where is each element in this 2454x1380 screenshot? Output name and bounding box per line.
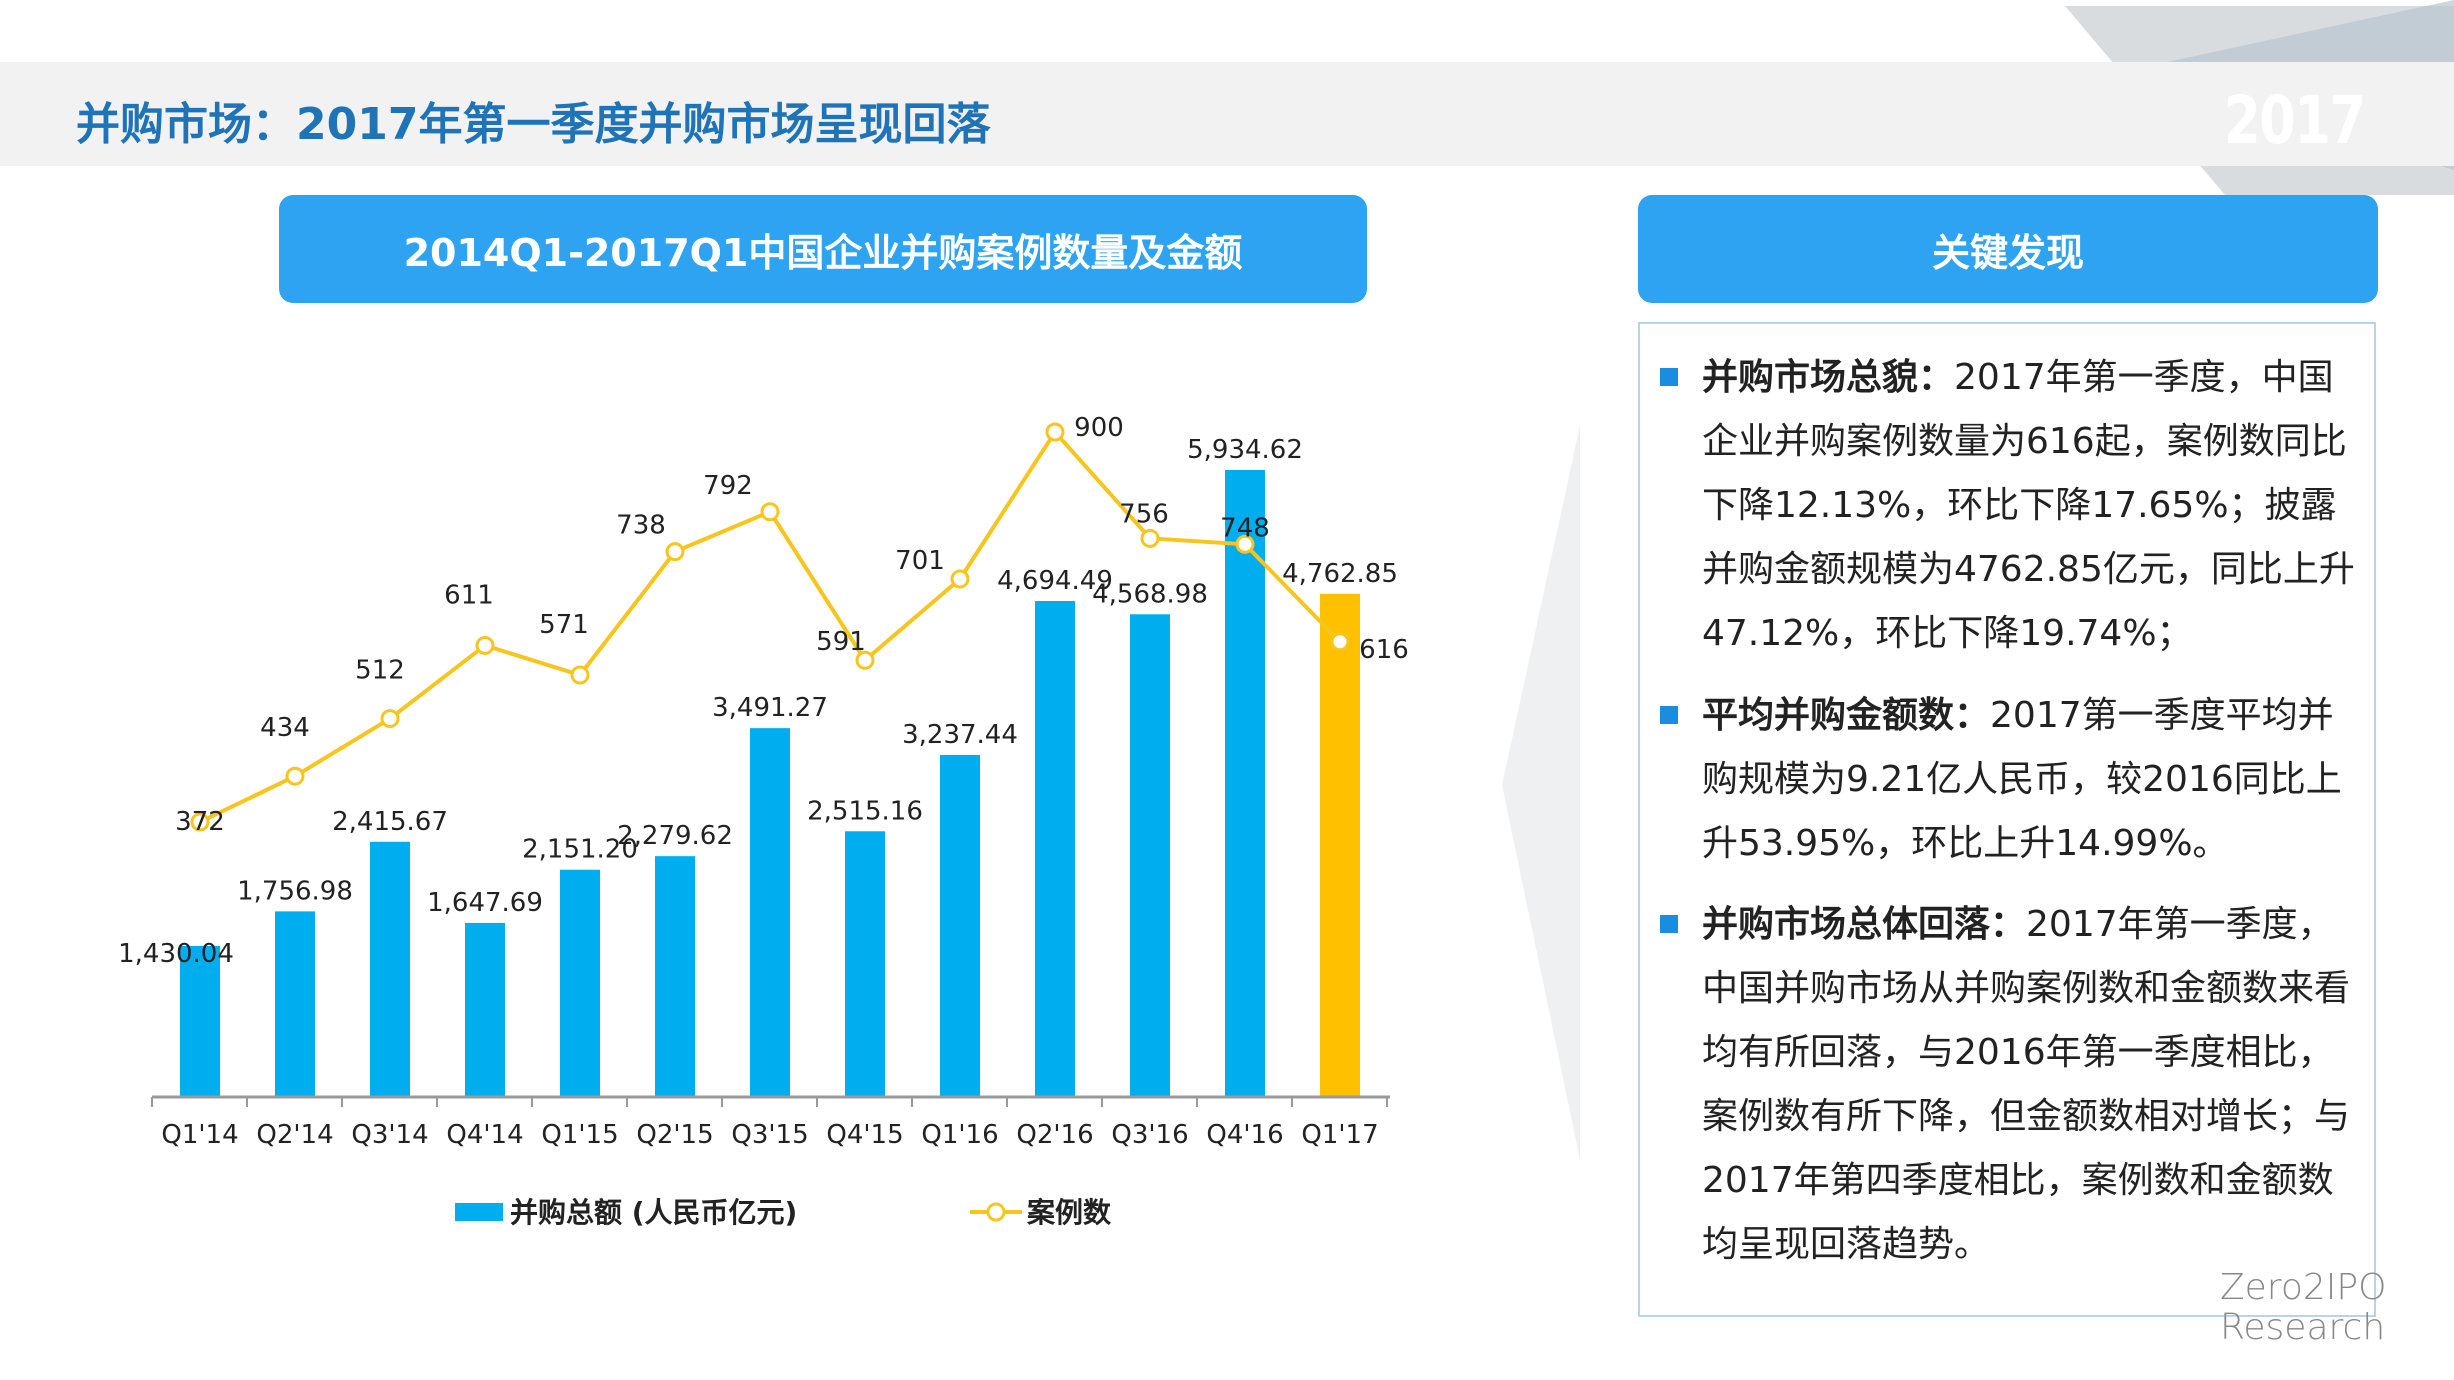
bar — [370, 841, 410, 1097]
line-data-label: 512 — [355, 656, 405, 686]
findings-header: 关键发现 — [1638, 195, 2378, 303]
title-band — [0, 62, 2454, 166]
findings-pointer — [1502, 425, 1580, 1160]
bar-data-label: 2,515.16 — [807, 796, 923, 826]
line-data-label: 701 — [895, 546, 945, 576]
line-point — [1235, 534, 1255, 554]
line-data-label: 591 — [816, 627, 866, 657]
legend-bar-label: 并购总额 (人民币亿元) — [510, 1196, 797, 1229]
line-data-label: 900 — [1074, 413, 1124, 443]
line-data-label: 792 — [703, 471, 753, 501]
bar-data-label: 4,694.49 — [997, 566, 1113, 596]
year-badge: 2017 — [2224, 82, 2366, 159]
bar-data-label: 3,491.27 — [712, 693, 828, 723]
line-data-label: 571 — [539, 610, 589, 640]
chart-header: 2014Q1-2017Q1中国企业并购案例数量及金额 — [279, 195, 1367, 303]
x-tick-label: Q3'14 — [351, 1120, 428, 1150]
bar-data-label: 2,151.20 — [522, 835, 638, 865]
bar-data-label: 2,279.62 — [617, 821, 733, 851]
x-tick-label: Q4'15 — [826, 1120, 903, 1150]
bar — [940, 754, 980, 1097]
bullet-icon — [1660, 915, 1678, 933]
legend-bar-swatch — [455, 1203, 503, 1221]
finding-body: 2017年第一季度，中国企业并购案例数量为616起，案例数同比下降12.13%，… — [1702, 357, 2355, 654]
x-tick-label: Q2'14 — [256, 1120, 333, 1150]
line-data-label: 756 — [1119, 499, 1169, 529]
bar — [275, 911, 315, 1097]
combo-chart: Q1'14 Q2'14 Q3'14 Q4'14 Q1'15 Q2'15 Q3'15 Q4'15… — [118, 413, 1409, 1229]
zero2ipo-logo: Zero2IPO Research — [2220, 1268, 2386, 1348]
line-data-label: 434 — [260, 713, 310, 743]
x-tick-label: Q4'14 — [446, 1120, 523, 1150]
line-data-label: 738 — [616, 511, 666, 541]
line-point — [665, 542, 685, 562]
x-tick-label: Q3'16 — [1111, 1120, 1188, 1150]
line-point — [760, 502, 780, 522]
bar — [1130, 614, 1170, 1097]
line-point — [285, 766, 305, 786]
bar — [655, 856, 695, 1097]
bar-data-label: 5,934.62 — [1187, 435, 1303, 465]
bar-data-label: 2,415.67 — [332, 807, 448, 837]
x-tick-label: Q1'16 — [921, 1120, 998, 1150]
bar — [1035, 601, 1075, 1097]
finding-heading: 并购市场总貌： — [1702, 357, 1955, 398]
bar-data-label: 1,756.98 — [237, 876, 353, 906]
bar — [1320, 593, 1360, 1097]
line-point — [855, 650, 875, 670]
x-tick-label: Q2'16 — [1016, 1120, 1093, 1150]
bar-data-label: 1,430.04 — [118, 939, 234, 969]
line-data-label: 372 — [175, 807, 225, 837]
x-tick-label: Q1'17 — [1301, 1120, 1378, 1150]
bar-data-label: 1,647.69 — [427, 888, 543, 918]
line-data-label: 748 — [1220, 513, 1270, 543]
finding-body: 2017年第一季度，中国并购市场从并购案例数和金额数来看均有所回落，与2016年… — [1702, 904, 2351, 1265]
x-tick-label: Q4'16 — [1206, 1120, 1283, 1150]
line-point — [380, 709, 400, 729]
bar — [845, 831, 885, 1097]
line-point — [1330, 632, 1350, 652]
x-tick-label: Q3'15 — [731, 1120, 808, 1150]
line-data-label: 611 — [444, 580, 494, 610]
bar — [180, 945, 220, 1097]
bar — [560, 869, 600, 1097]
bar — [465, 922, 505, 1097]
x-tick-label: Q2'15 — [636, 1120, 713, 1150]
logo-line-2: Research — [2220, 1307, 2386, 1348]
finding-heading: 并购市场总体回落： — [1702, 904, 2027, 945]
line-point — [1140, 528, 1160, 548]
logo-line-1: Zero2IPO — [2220, 1267, 2387, 1308]
bar-data-label: 4,762.85 — [1282, 559, 1398, 589]
line-point — [1045, 422, 1065, 442]
bullet-icon — [1660, 706, 1678, 724]
line-point — [475, 635, 495, 655]
bullet-icon — [1660, 368, 1678, 386]
page-title: 并购市场：2017年第一季度并购市场呈现回落 — [76, 99, 991, 150]
line-point — [950, 569, 970, 589]
bar — [1225, 470, 1265, 1097]
line-point — [570, 665, 590, 685]
legend-line-marker — [986, 1202, 1006, 1222]
x-tick-label: Q1'14 — [161, 1120, 238, 1150]
bar-data-label: 4,568.98 — [1092, 579, 1208, 609]
line-point — [190, 812, 210, 832]
x-tick-label: Q1'15 — [541, 1120, 618, 1150]
findings-box — [1638, 322, 2376, 1317]
bar — [750, 728, 790, 1097]
legend-line-label: 案例数 — [1027, 1196, 1112, 1229]
finding-heading: 平均并购金额数： — [1702, 695, 1991, 736]
finding-body: 2017第一季度平均并购规模为9.21亿人民币，较2016同比上升53.95%，… — [1702, 695, 2342, 864]
line-data-label: 616 — [1359, 635, 1409, 665]
bar-data-label: 3,237.44 — [902, 720, 1018, 750]
